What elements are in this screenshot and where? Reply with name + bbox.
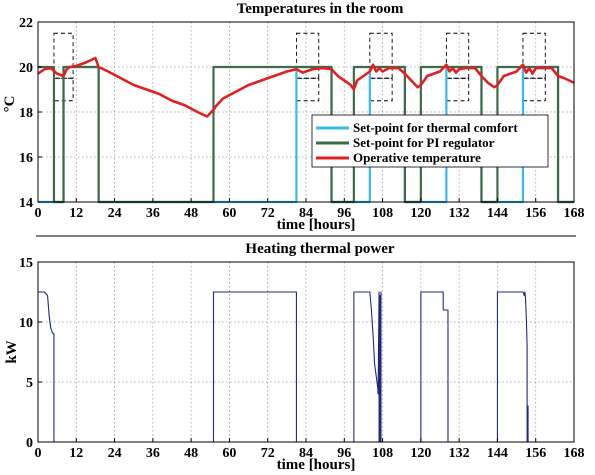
temperature-x-tick-label: 72 bbox=[261, 206, 275, 221]
power-y-label: kW bbox=[4, 340, 20, 363]
temperature-x-tick-label: 168 bbox=[564, 206, 585, 221]
power-x-tick-label: 0 bbox=[35, 446, 42, 461]
temperature-x-tick-label: 156 bbox=[525, 206, 546, 221]
power-chart-title: Heating thermal power bbox=[245, 241, 394, 257]
dashed-band-lower bbox=[369, 77, 393, 102]
temperature-x-tick-label: 0 bbox=[35, 206, 42, 221]
power-x-tick-label: 36 bbox=[146, 446, 160, 461]
power-x-tick-label: 24 bbox=[108, 446, 122, 461]
temperature-chart: Temperatures in the room 0 12 24 36 48 60 72 84… bbox=[2, 1, 585, 233]
power-grid bbox=[38, 262, 574, 442]
temperature-x-tick-label: 24 bbox=[108, 206, 122, 221]
power-y-tick-label: 15 bbox=[19, 256, 33, 271]
temperature-series-line-2 bbox=[37, 56, 575, 118]
temperature-x-tick-label: 132 bbox=[449, 206, 470, 221]
temperature-x-ticks: 0 12 24 36 48 60 72 84 96 108 120 132 144 156 168 bbox=[35, 198, 585, 221]
power-x-tick-label: 144 bbox=[487, 446, 508, 461]
temperature-y-ticks: 14 16 18 20 22 bbox=[19, 16, 42, 211]
power-x-tick-label: 96 bbox=[337, 446, 351, 461]
power-x-tick-label: 60 bbox=[222, 446, 236, 461]
power-chart: Heating thermal power 0 12 24 36 48 60 72 84 96 1… bbox=[4, 241, 585, 473]
dashed-band-lower bbox=[445, 77, 470, 102]
power-x-tick-label: 168 bbox=[564, 446, 585, 461]
dashed-band-upper bbox=[522, 32, 546, 79]
power-x-tick-label: 84 bbox=[299, 446, 313, 461]
temperature-y-tick-label: 14 bbox=[19, 196, 33, 211]
power-x-tick-label: 48 bbox=[184, 446, 198, 461]
temperature-x-tick-label: 120 bbox=[410, 206, 431, 221]
legend: Set-point for thermal comfort Set-point … bbox=[311, 114, 549, 168]
dashed-band-upper bbox=[295, 32, 320, 79]
power-x-tick-label: 120 bbox=[410, 446, 431, 461]
temperature-x-tick-label: 108 bbox=[372, 206, 393, 221]
temperature-x-tick-label: 144 bbox=[487, 206, 508, 221]
power-y-ticks: 0 5 10 15 bbox=[19, 256, 42, 451]
temperature-y-tick-label: 20 bbox=[19, 61, 33, 76]
power-x-tick-label: 72 bbox=[261, 446, 275, 461]
dashed-band-upper bbox=[369, 32, 393, 79]
temperature-x-tick-label: 84 bbox=[299, 206, 313, 221]
power-x-label: time [hours] bbox=[277, 457, 356, 473]
temperature-x-tick-label: 36 bbox=[146, 206, 160, 221]
power-x-tick-label: 108 bbox=[372, 446, 393, 461]
temperature-y-tick-label: 22 bbox=[19, 16, 33, 31]
power-x-ticks: 0 12 24 36 48 60 72 84 96 108 120 132 144 156 168 bbox=[35, 438, 585, 461]
temperature-x-tick-label: 48 bbox=[184, 206, 198, 221]
power-x-tick-label: 132 bbox=[449, 446, 470, 461]
dashed-band-upper bbox=[445, 32, 470, 79]
temperature-x-label: time [hours] bbox=[277, 217, 356, 233]
temperature-x-tick-label: 96 bbox=[337, 206, 351, 221]
legend-box bbox=[311, 114, 549, 168]
power-y-tick-label: 0 bbox=[26, 436, 33, 451]
temperature-chart-title: Temperatures in the room bbox=[237, 1, 404, 17]
power-x-tick-label: 156 bbox=[525, 446, 546, 461]
power-y-tick-label: 5 bbox=[26, 376, 33, 391]
temperature-y-label: °C bbox=[2, 96, 18, 113]
dashed-band-lower bbox=[522, 77, 546, 102]
legend-label-operative: Operative temperature bbox=[353, 150, 481, 165]
power-x-tick-label: 12 bbox=[69, 446, 83, 461]
legend-label-comfort: Set-point for thermal comfort bbox=[353, 120, 518, 135]
temperature-y-tick-label: 18 bbox=[19, 106, 33, 121]
temperature-y-tick-label: 16 bbox=[19, 151, 33, 166]
power-y-tick-label: 10 bbox=[19, 316, 33, 331]
legend-label-pi: Set-point for PI regulator bbox=[353, 135, 495, 150]
temperature-x-tick-label: 12 bbox=[69, 206, 83, 221]
dashed-band-lower bbox=[295, 77, 320, 102]
temperature-x-tick-label: 60 bbox=[222, 206, 236, 221]
temperature-grid bbox=[38, 22, 574, 202]
